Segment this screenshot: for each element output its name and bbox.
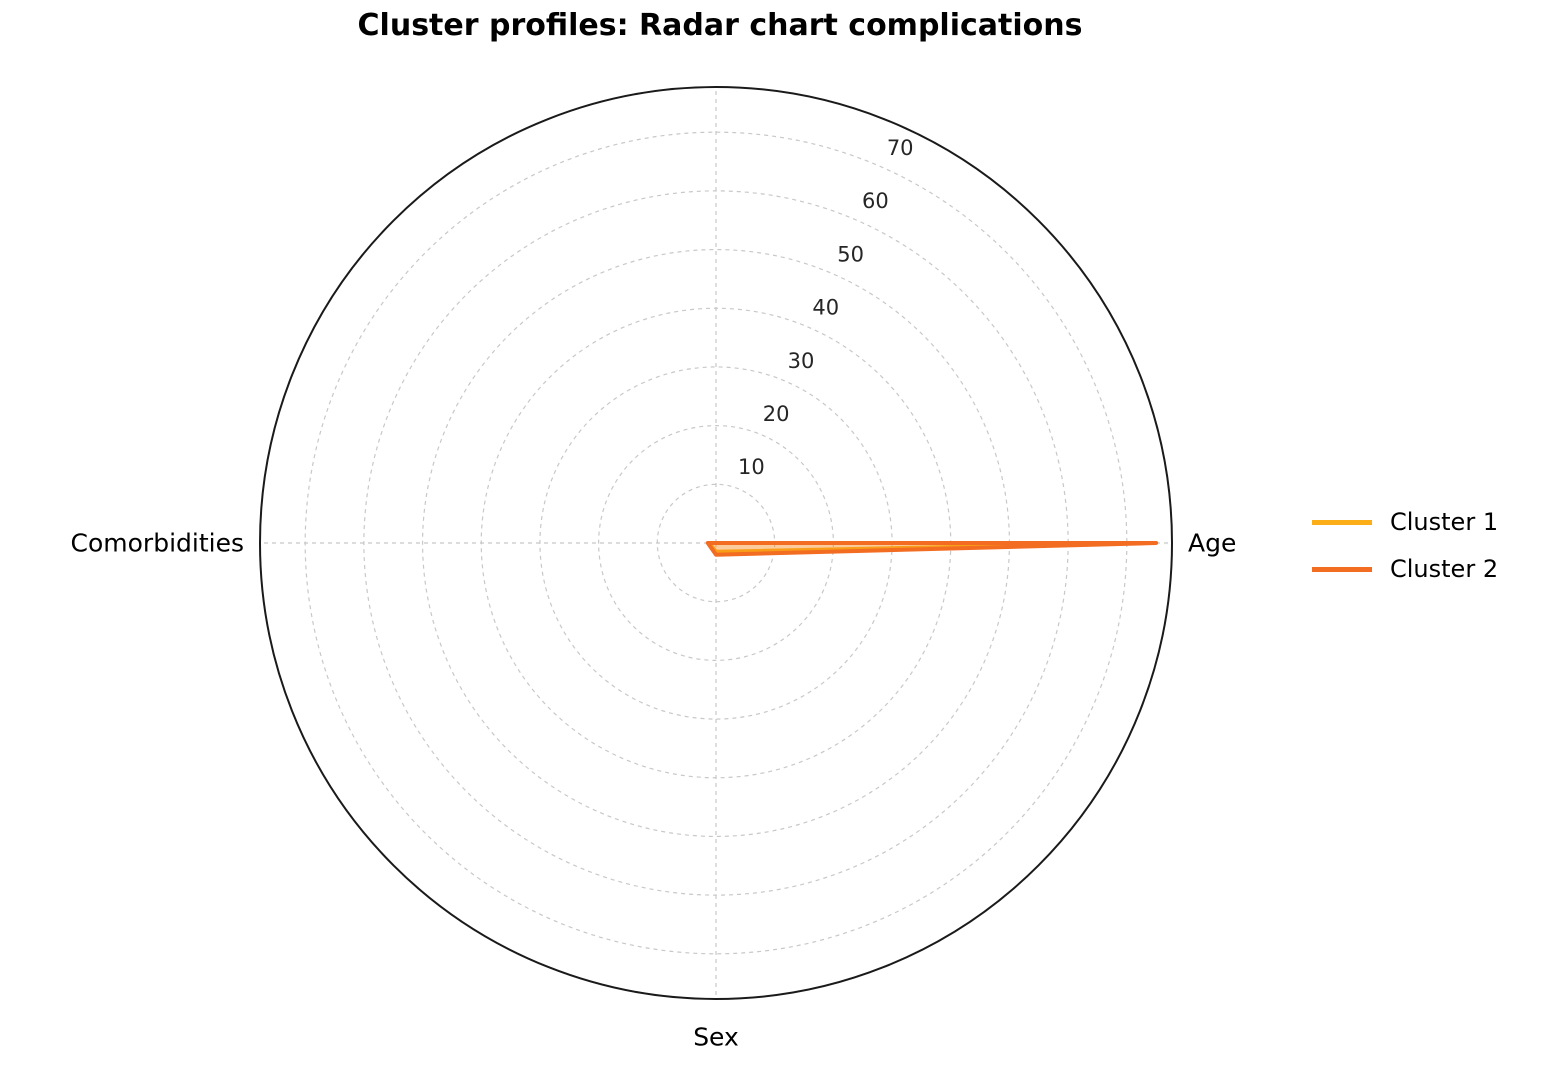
cluster-2-line-swatch	[1312, 566, 1372, 572]
legend-entry-cluster-2: Cluster 2	[1312, 554, 1498, 584]
radial-tick-label-20: 20	[763, 402, 790, 426]
legend: Cluster 1 Cluster 2	[1312, 507, 1498, 584]
radial-tick-label-60: 60	[862, 189, 889, 213]
legend-label-cluster-2: Cluster 2	[1390, 555, 1499, 583]
series-polygon-cluster-2	[705, 541, 1159, 557]
radial-tick-label-40: 40	[812, 296, 839, 320]
axis-label-comorbidities: Comorbidities	[71, 529, 244, 558]
axis-label-sex: Sex	[693, 1022, 739, 1051]
polar-outline	[259, 86, 1173, 1000]
radial-tick-label-70: 70	[887, 136, 914, 160]
radial-tick-label-50: 50	[837, 242, 864, 266]
legend-label-cluster-1: Cluster 1	[1390, 508, 1499, 536]
cluster-1-line-swatch	[1312, 519, 1372, 525]
chart-title: Cluster profiles: Radar chart complicati…	[357, 8, 1083, 43]
radial-tick-label-10: 10	[738, 455, 765, 479]
legend-entry-cluster-1: Cluster 1	[1312, 507, 1498, 537]
radial-tick-label-30: 30	[788, 349, 815, 373]
axis-label-age: Age	[1188, 529, 1236, 558]
